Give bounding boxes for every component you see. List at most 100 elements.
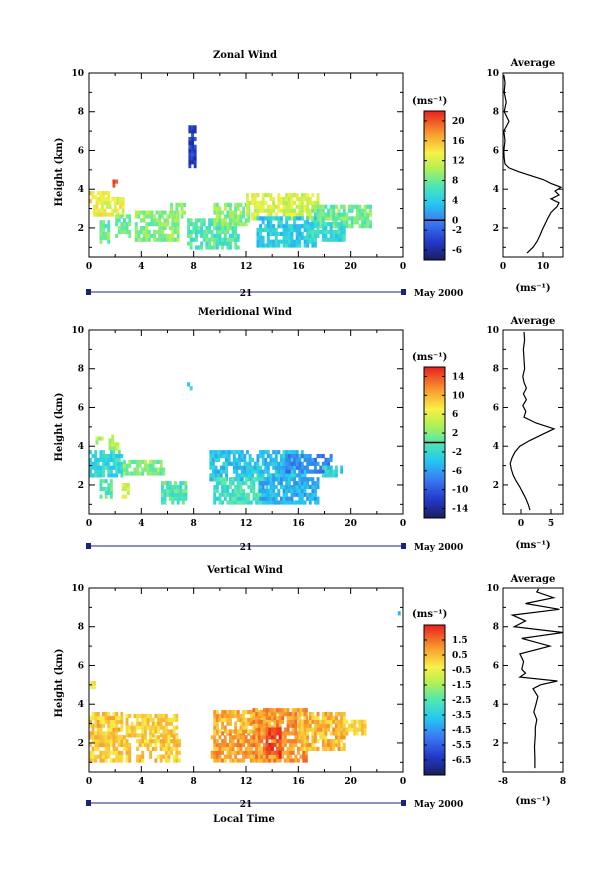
- heatmap-cell: [171, 237, 175, 242]
- heatmap-cell: [348, 224, 351, 229]
- heatmap-cell: [327, 715, 330, 720]
- heatmap-cell: [102, 750, 105, 755]
- heatmap-cell: [214, 465, 218, 470]
- heatmap-cell: [252, 754, 256, 759]
- heatmap-cell: [123, 218, 126, 223]
- heatmap-cell: [306, 454, 310, 459]
- heatmap-cell: [133, 713, 137, 719]
- heatmap-cell: [281, 731, 285, 736]
- heatmap-cell: [109, 750, 113, 755]
- heatmap-cell: [321, 226, 325, 231]
- heatmap-cell: [149, 742, 153, 748]
- heatmap-cell: [142, 229, 146, 235]
- heatmap-cell: [222, 465, 226, 470]
- heatmap-cell: [112, 739, 116, 744]
- heatmap-cell: [277, 220, 281, 225]
- heatmap-cell: [231, 710, 235, 715]
- heatmap-cell: [236, 484, 240, 490]
- heatmap-cell: [95, 204, 99, 209]
- heatmap-cell: [308, 229, 312, 235]
- heatmap-cell: [294, 708, 298, 713]
- heatmap-cell: [335, 731, 338, 736]
- heatmap-cell: [342, 229, 346, 235]
- heatmap-cell: [361, 224, 364, 229]
- heatmap-cell: [255, 742, 259, 748]
- heatmap-cell: [125, 717, 129, 722]
- heatmap-cell: [145, 237, 149, 242]
- heatmap-cell: [321, 233, 325, 238]
- heatmap-cell: [306, 735, 310, 740]
- heatmap-cell: [316, 484, 320, 490]
- heatmap-cell: [236, 222, 240, 227]
- heatmap-cell: [257, 719, 261, 724]
- heatmap-cell: [324, 204, 328, 209]
- heatmap-cell: [149, 735, 153, 740]
- colorbar-tick-label: 1.5: [452, 636, 468, 646]
- heatmap-cell: [109, 454, 113, 459]
- heatmap-cell: [285, 469, 289, 474]
- heatmap-cell: [289, 731, 293, 736]
- heatmap-cell: [342, 719, 346, 724]
- heatmap-cell: [287, 235, 291, 240]
- heatmap-cell: [256, 193, 260, 198]
- heatmap-cell: [120, 758, 124, 763]
- heatmap-cell: [120, 742, 124, 748]
- heatmap-cell: [213, 710, 217, 715]
- heatmap-cell: [234, 202, 238, 207]
- heatmap-cell: [144, 725, 147, 730]
- date-axis: 21 May 2000: [86, 543, 463, 553]
- heatmap-cell: [136, 733, 139, 738]
- heatmap-cell: [223, 218, 227, 223]
- heatmap-cell: [287, 500, 291, 505]
- heatmap-cell: [340, 715, 344, 720]
- heatmap-cell: [329, 208, 333, 213]
- heatmap-cell: [273, 727, 277, 732]
- heatmap-cell: [242, 710, 245, 715]
- heatmap-cell: [91, 727, 95, 732]
- heatmap-cell: [133, 729, 137, 734]
- heatmap-cell: [282, 204, 286, 209]
- heatmap-cell: [166, 492, 170, 497]
- heatmap-cell: [112, 723, 116, 728]
- heatmap-cell: [280, 473, 283, 478]
- heatmap-cell: [277, 204, 281, 209]
- heatmap-cell: [282, 239, 286, 244]
- heatmap-cell: [285, 465, 289, 470]
- heatmap-cell: [117, 450, 121, 455]
- heatmap-cell: [255, 708, 259, 713]
- heatmap-cell: [303, 473, 307, 478]
- heatmap-cell: [278, 708, 282, 713]
- heatmap-cell: [329, 226, 333, 231]
- heatmap-cell: [358, 208, 362, 213]
- heatmap-cell: [319, 465, 323, 470]
- x-tick-label: 16: [292, 777, 305, 787]
- heatmap-cell: [311, 222, 315, 227]
- heatmap-cell: [213, 725, 217, 730]
- y-axis-label: Height (km): [54, 649, 65, 718]
- heatmap-cell: [112, 727, 116, 732]
- heatmap-cell: [281, 739, 285, 744]
- heatmap-cell: [259, 208, 262, 213]
- heatmap-cell: [268, 735, 272, 740]
- heatmap-cell: [226, 492, 230, 497]
- heatmap-cell: [257, 739, 261, 744]
- heatmap-cell: [324, 727, 328, 732]
- heatmap-cell: [158, 218, 162, 223]
- heatmap-cell: [91, 758, 95, 763]
- profile-frame: [502, 587, 564, 773]
- heatmap-cell: [243, 454, 247, 459]
- heatmap-cell: [311, 193, 315, 198]
- heatmap-cell: [257, 492, 261, 497]
- heatmap-cell: [316, 746, 320, 751]
- heatmap-cell: [324, 229, 328, 235]
- heatmap-cell: [141, 742, 145, 748]
- heatmap-cell: [303, 465, 307, 470]
- heatmap-cell: [259, 473, 262, 478]
- heatmap-cell: [89, 715, 92, 720]
- heatmap-cell: [238, 461, 241, 466]
- heatmap-cell: [259, 496, 262, 501]
- heatmap-cell: [252, 739, 256, 744]
- heatmap-cell: [170, 210, 173, 215]
- heatmap-cell: [103, 200, 107, 205]
- heatmap-cell: [295, 500, 299, 505]
